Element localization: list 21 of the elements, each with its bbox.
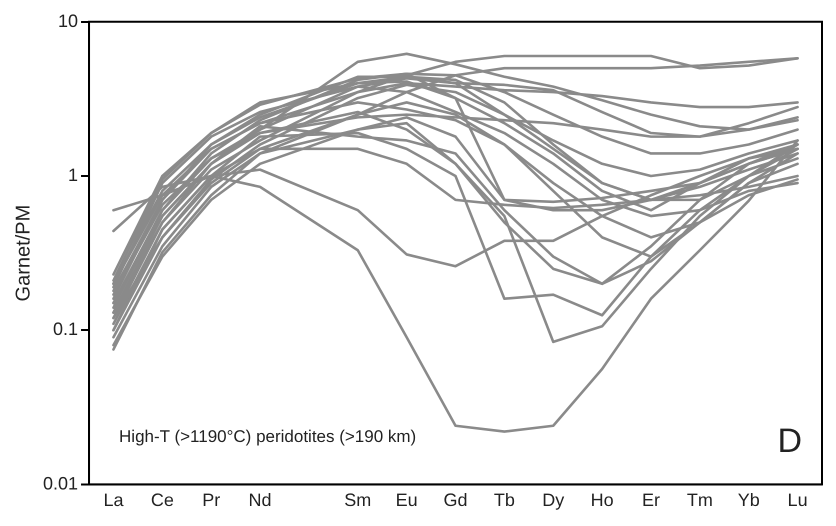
x-tick-label: Ce [150, 490, 174, 510]
x-tick-label: Sm [344, 490, 372, 510]
x-tick-label: Eu [396, 490, 418, 510]
x-tick-label: Lu [788, 490, 808, 510]
y-tick-label: 10 [58, 10, 78, 31]
x-tick-label: Dy [542, 490, 564, 510]
x-tick-label: Ho [590, 490, 614, 510]
y-tick-label: 0.1 [53, 319, 78, 340]
y-axis-title: Garnet/PM [12, 204, 35, 302]
x-tick-label: Er [642, 490, 660, 510]
x-tick-label: La [103, 490, 124, 510]
annotation: High-T (>1190°C) peridotites (>190 km) [119, 427, 416, 446]
y-tick-label: 0.01 [42, 473, 78, 494]
annotation: D [777, 422, 802, 460]
x-tick-label: Gd [444, 490, 468, 510]
x-tick-label: Tb [494, 490, 515, 510]
x-tick-label: Nd [248, 490, 272, 510]
x-tick-label: Pr [202, 490, 220, 510]
x-tick-label: Tm [686, 490, 713, 510]
x-tick-label: Yb [738, 490, 760, 510]
y-tick-label: 1 [68, 164, 78, 185]
